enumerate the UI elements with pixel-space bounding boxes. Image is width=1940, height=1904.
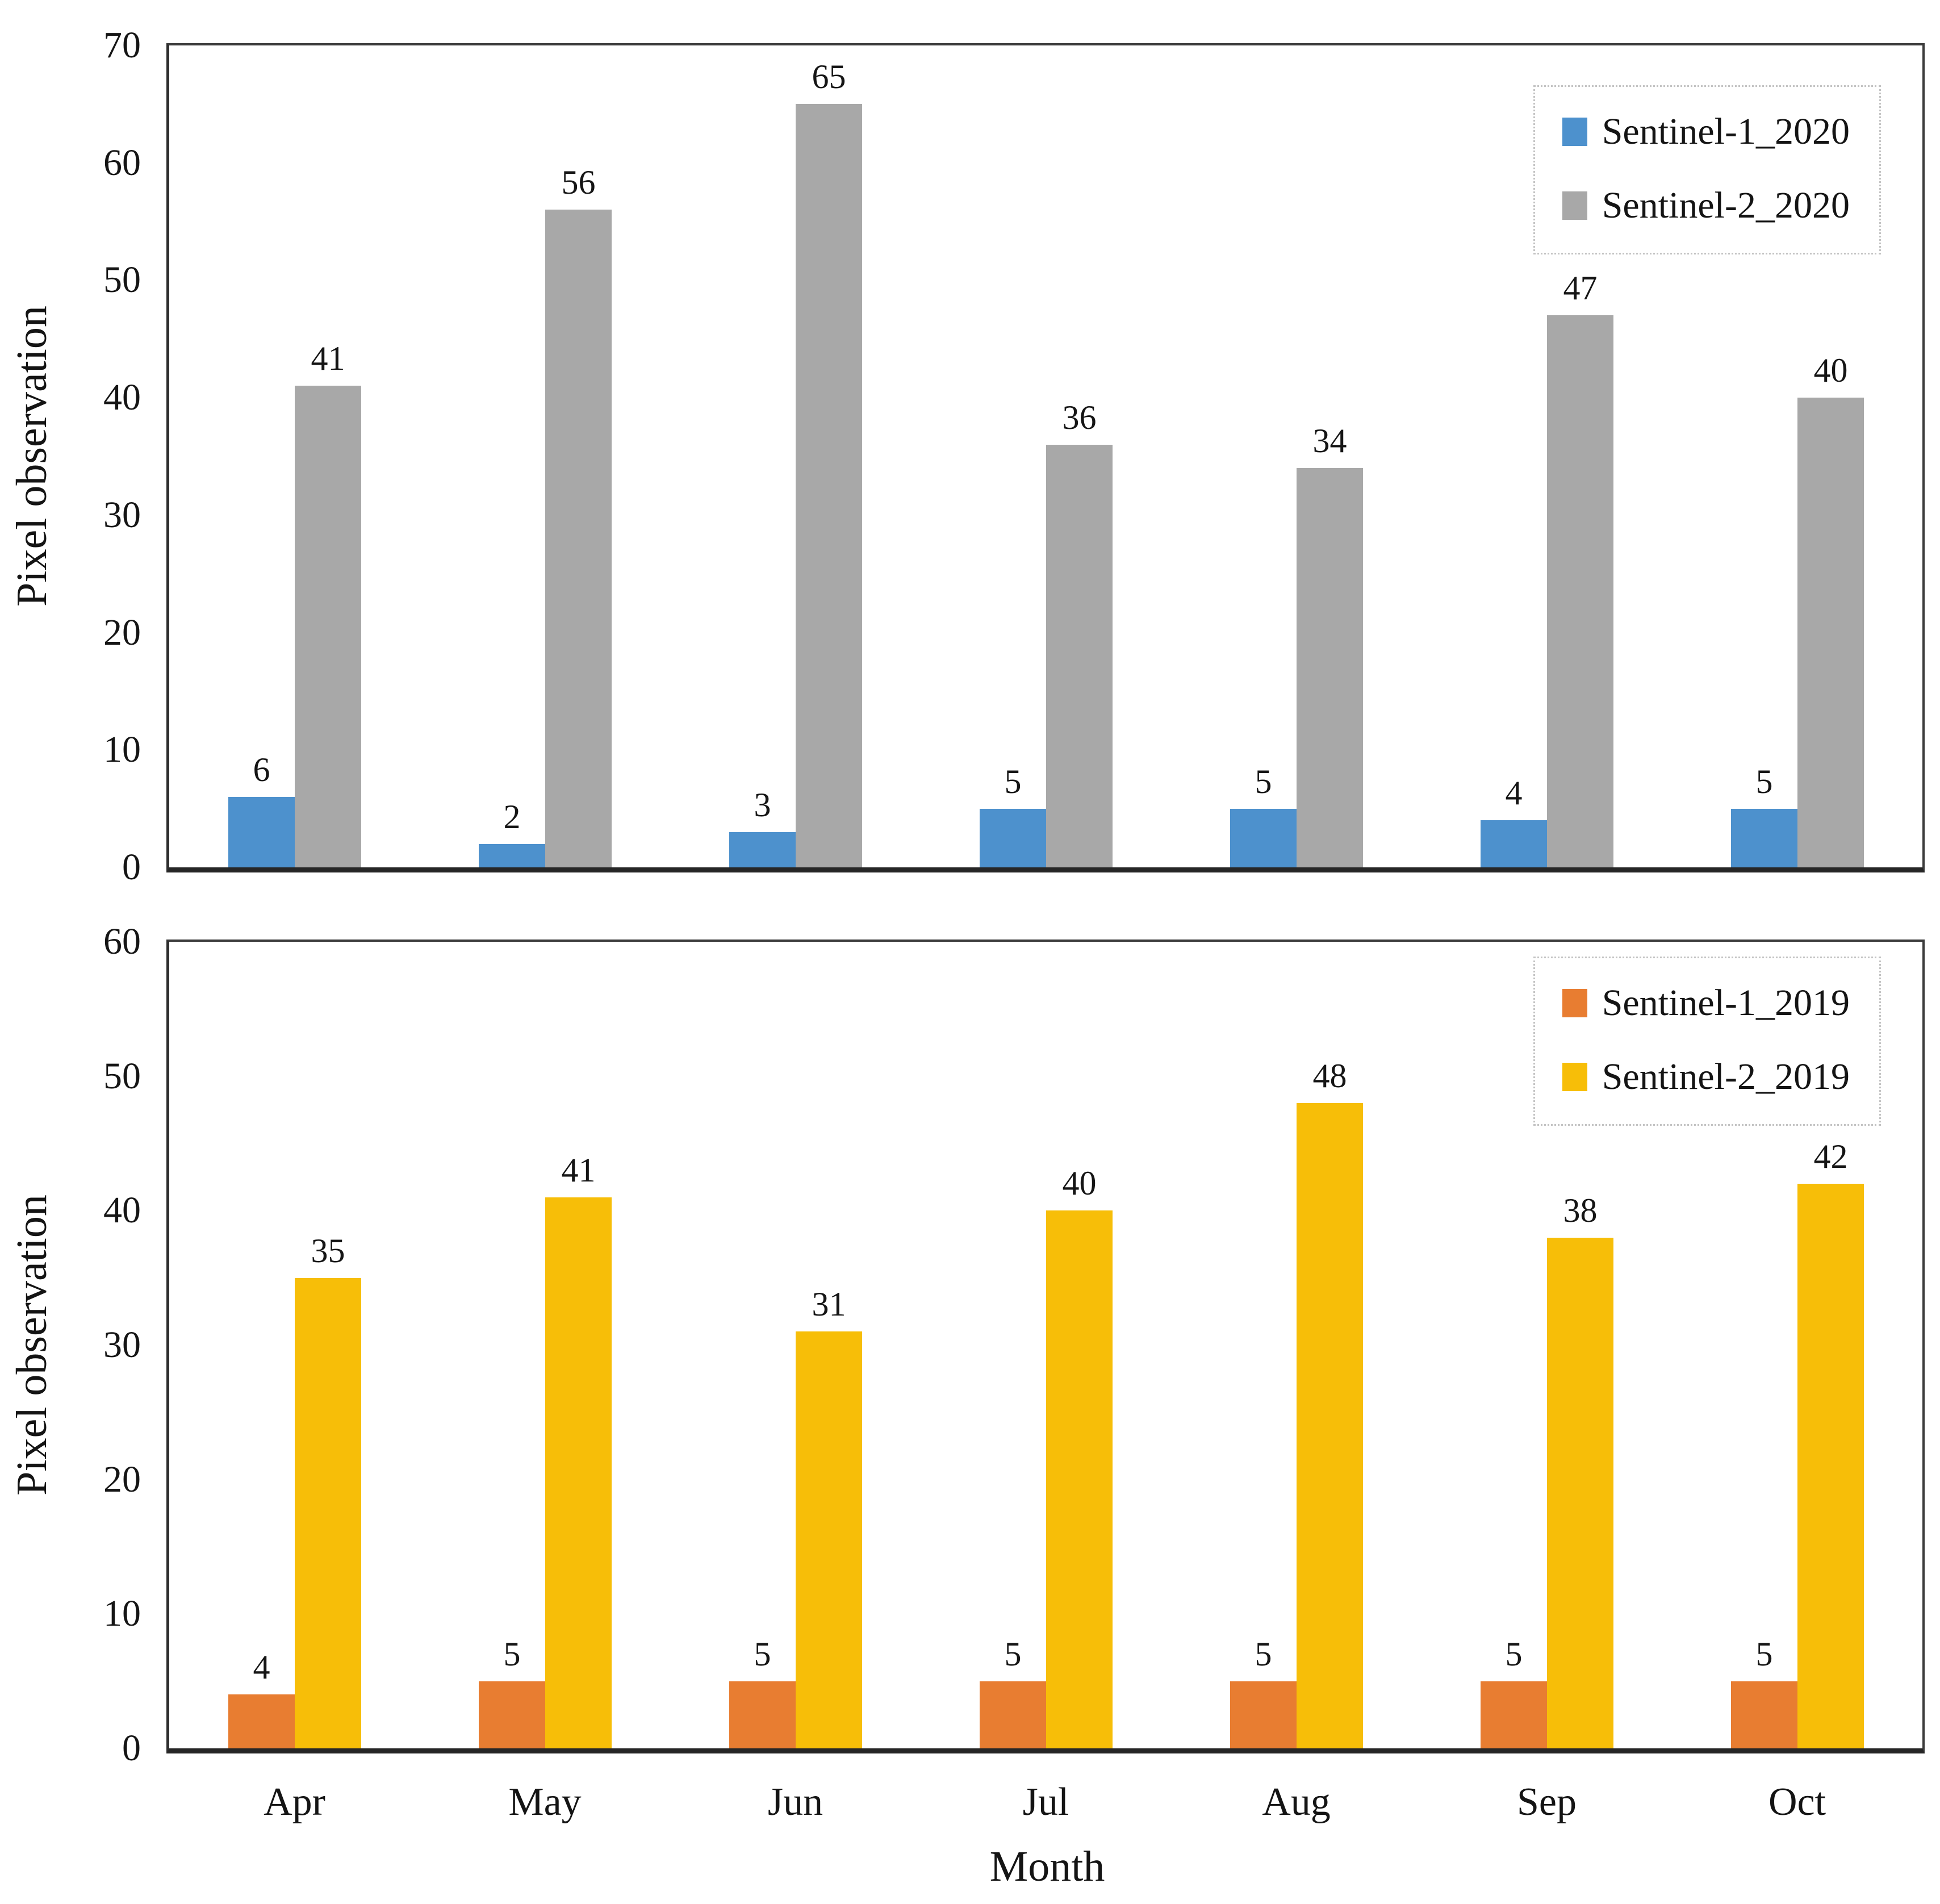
bar-sentinel-1-2019-apr	[228, 1694, 295, 1748]
x-tick-label-jul: Jul	[1022, 1780, 1069, 1824]
bar-value-label-sentinel-2-2020-may: 56	[561, 164, 596, 201]
bar-value-label-sentinel-1-2020-may: 2	[503, 798, 521, 836]
legend-label-sentinel-2-2019: Sentinel-2_2019	[1602, 1056, 1850, 1097]
bar-value-label-sentinel-2-2020-aug: 34	[1312, 422, 1347, 460]
bar-sentinel-2-2020-jun	[796, 104, 862, 867]
bar-value-label-sentinel-1-2020-jul: 5	[1004, 763, 1022, 800]
legend-swatch-sentinel-2-2019-icon	[1562, 1063, 1587, 1091]
bar-sentinel-2-2020-jul	[1046, 445, 1113, 867]
bar-value-label-sentinel-1-2020-aug: 5	[1255, 763, 1272, 800]
legend-label-sentinel-1-2019: Sentinel-1_2019	[1602, 982, 1850, 1024]
bar-sentinel-1-2019-aug	[1230, 1681, 1297, 1748]
bar-value-label-sentinel-2-2019-oct: 42	[1813, 1138, 1848, 1175]
x-tick-label-may: May	[508, 1780, 582, 1824]
bar-value-label-sentinel-2-2019-aug: 48	[1312, 1057, 1347, 1095]
bar-sentinel-2-2019-jun	[796, 1331, 862, 1748]
bar-value-label-sentinel-2-2020-oct: 40	[1813, 352, 1848, 389]
x-tick-label-aug: Aug	[1262, 1780, 1331, 1824]
bar-sentinel-1-2020-may	[479, 844, 545, 867]
bar-sentinel-1-2020-aug	[1230, 809, 1297, 867]
bar-value-label-sentinel-1-2020-oct: 5	[1755, 763, 1773, 800]
bar-value-label-sentinel-1-2019-aug: 5	[1255, 1635, 1272, 1673]
y-tick-label: 10	[103, 1593, 141, 1635]
legend-2019: Sentinel-1_2019 Sentinel-2_2019	[1533, 957, 1881, 1126]
legend-swatch-sentinel-1-2019-icon	[1562, 989, 1587, 1017]
y-tick-label: 20	[103, 611, 141, 653]
plot-area-2019: 4 35 5 41 5 31 5 40 5 48 5 38 5 42	[166, 940, 1925, 1753]
bar-value-label-sentinel-2-2020-jul: 36	[1062, 399, 1097, 436]
bar-sentinel-1-2020-apr	[228, 797, 295, 867]
x-tick-label-oct: Oct	[1768, 1780, 1826, 1824]
legend-swatch-sentinel-1-2020-icon	[1562, 118, 1587, 146]
bar-value-label-sentinel-1-2019-apr: 4	[253, 1648, 270, 1686]
x-tick-label-jun: Jun	[767, 1780, 823, 1824]
legend-2020: Sentinel-1_2020 Sentinel-2_2020	[1533, 85, 1881, 254]
bar-value-label-sentinel-2-2019-jul: 40	[1062, 1164, 1097, 1202]
y-axis-ticks-top: 0 10 20 30 40 50 60 70	[0, 0, 141, 1904]
legend-item-sentinel-2-2019: Sentinel-2_2019	[1562, 1058, 1850, 1096]
bar-sentinel-2-2019-oct	[1797, 1184, 1864, 1748]
bar-sentinel-2-2020-sep	[1547, 315, 1613, 867]
bar-value-label-sentinel-1-2019-oct: 5	[1755, 1635, 1773, 1673]
bar-sentinel-1-2019-oct	[1731, 1681, 1797, 1748]
y-tick-label: 10	[103, 729, 141, 771]
x-tick-label-apr: Apr	[264, 1780, 325, 1824]
y-tick-label: 0	[122, 846, 141, 888]
bar-sentinel-2-2020-may	[545, 210, 612, 867]
bar-value-label-sentinel-2-2019-apr: 35	[311, 1232, 345, 1270]
bar-value-label-sentinel-2-2020-sep: 47	[1563, 269, 1598, 307]
y-tick-label: 50	[103, 259, 141, 301]
bar-value-label-sentinel-2-2020-jun: 65	[812, 58, 846, 95]
bar-sentinel-2-2020-oct	[1797, 398, 1864, 867]
y-tick-label: 30	[103, 494, 141, 536]
y-tick-label: 70	[103, 24, 141, 66]
legend-item-sentinel-2-2020: Sentinel-2_2020	[1562, 187, 1850, 224]
y-tick-label: 50	[103, 1055, 141, 1097]
bar-sentinel-2-2019-may	[545, 1197, 612, 1748]
y-tick-label: 40	[103, 1189, 141, 1231]
bar-sentinel-1-2019-sep	[1481, 1681, 1547, 1748]
legend-swatch-sentinel-2-2020-icon	[1562, 191, 1587, 220]
legend-label-sentinel-2-2020: Sentinel-2_2020	[1602, 185, 1850, 226]
bar-sentinel-2-2019-apr	[295, 1278, 361, 1748]
y-tick-label: 60	[103, 141, 141, 183]
bar-sentinel-2-2019-sep	[1547, 1238, 1613, 1748]
y-tick-label: 0	[122, 1727, 141, 1769]
bar-value-label-sentinel-1-2020-jun: 3	[754, 786, 771, 824]
bar-sentinel-1-2020-jun	[729, 832, 796, 867]
legend-item-sentinel-1-2020: Sentinel-1_2020	[1562, 113, 1850, 151]
bar-sentinel-1-2019-may	[479, 1681, 545, 1748]
bar-value-label-sentinel-1-2020-sep: 4	[1505, 774, 1523, 812]
bar-sentinel-1-2020-oct	[1731, 809, 1797, 867]
bar-value-label-sentinel-1-2019-jun: 5	[754, 1635, 771, 1673]
y-axis-ticks-bottom: 0 10 20 30 40 50 60	[0, 0, 141, 1904]
bar-value-label-sentinel-2-2020-apr: 41	[311, 340, 345, 377]
x-axis-title: Month	[989, 1843, 1105, 1890]
y-tick-label: 60	[103, 921, 141, 962]
bar-sentinel-2-2020-apr	[295, 386, 361, 867]
y-tick-label: 30	[103, 1324, 141, 1366]
bar-value-label-sentinel-1-2019-sep: 5	[1505, 1635, 1523, 1673]
bar-value-label-sentinel-2-2019-sep: 38	[1563, 1192, 1598, 1229]
bar-sentinel-1-2020-jul	[980, 809, 1046, 867]
bar-value-label-sentinel-2-2019-jun: 31	[812, 1285, 846, 1323]
legend-item-sentinel-1-2019: Sentinel-1_2019	[1562, 984, 1850, 1022]
bar-sentinel-2-2019-jul	[1046, 1210, 1113, 1748]
legend-label-sentinel-1-2020: Sentinel-1_2020	[1602, 111, 1850, 152]
bar-value-label-sentinel-1-2020-apr: 6	[253, 751, 270, 788]
bar-sentinel-1-2020-sep	[1481, 820, 1547, 867]
x-tick-label-sep: Sep	[1517, 1780, 1577, 1824]
bar-sentinel-1-2019-jun	[729, 1681, 796, 1748]
bar-sentinel-2-2020-aug	[1297, 468, 1363, 867]
bar-value-label-sentinel-1-2019-may: 5	[503, 1635, 521, 1673]
y-tick-label: 20	[103, 1458, 141, 1500]
bar-value-label-sentinel-2-2019-may: 41	[561, 1151, 596, 1189]
bar-sentinel-1-2019-jul	[980, 1681, 1046, 1748]
y-tick-label: 40	[103, 377, 141, 419]
bar-sentinel-2-2019-aug	[1297, 1103, 1363, 1748]
bar-value-label-sentinel-1-2019-jul: 5	[1004, 1635, 1022, 1673]
